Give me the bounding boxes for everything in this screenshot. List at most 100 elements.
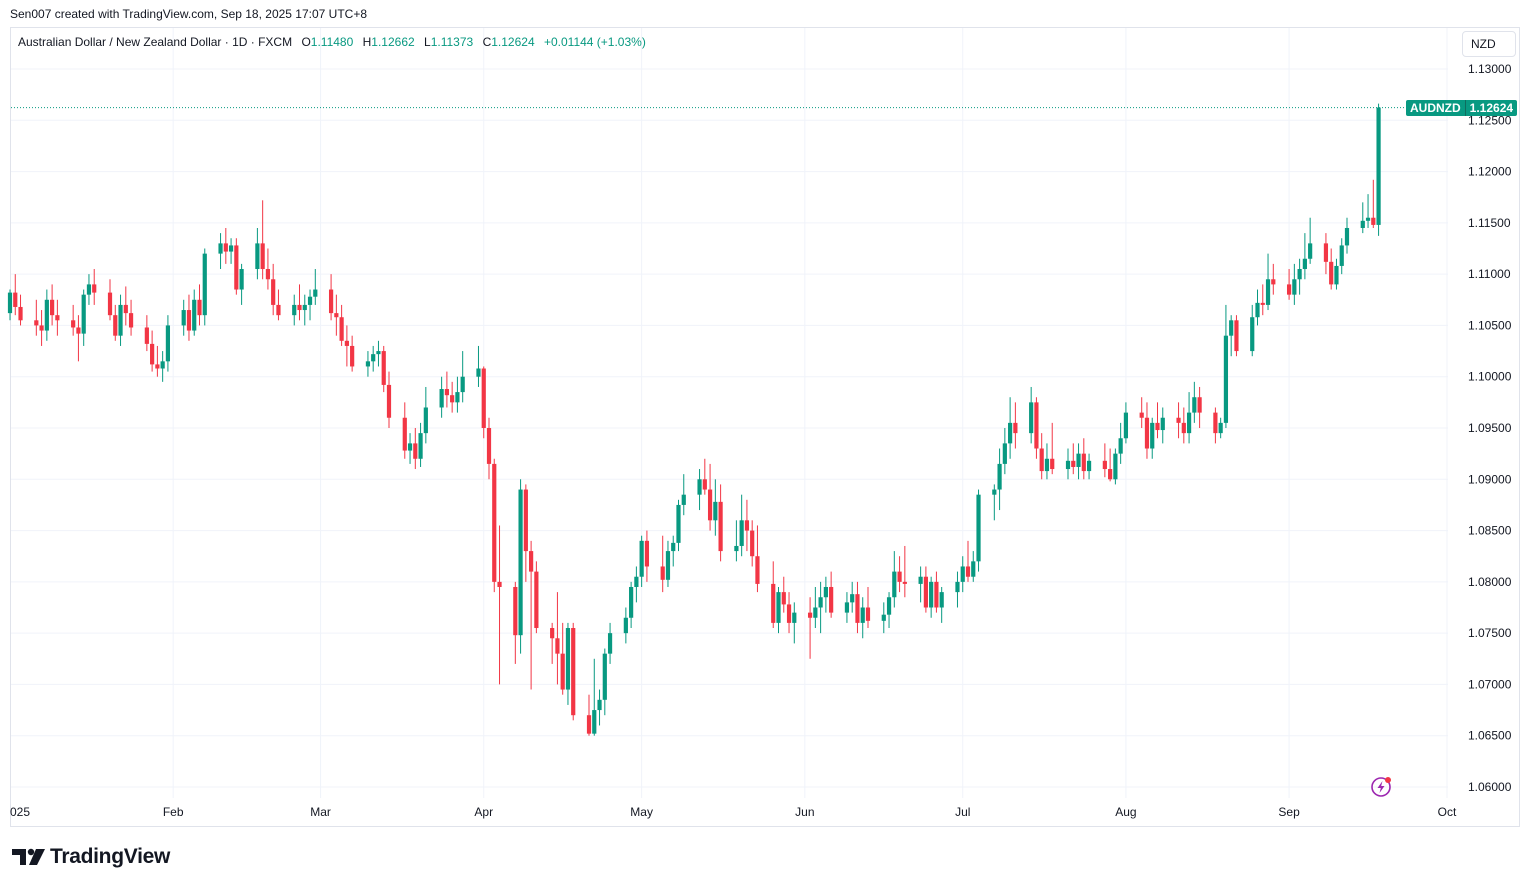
candle-body (1181, 422, 1186, 434)
candle-body (955, 581, 960, 593)
open-value: 1.11480 (310, 35, 354, 49)
candle-body (1139, 412, 1144, 418)
y-tick-label: 1.10500 (1468, 318, 1512, 332)
candle-body (1118, 438, 1123, 454)
candle-body (350, 345, 355, 367)
low-label: L (424, 35, 431, 49)
candle-body (713, 501, 718, 521)
x-tick-label: Jul (955, 805, 970, 819)
candle-body (644, 540, 650, 567)
candle-body (1002, 443, 1007, 464)
currency-selector[interactable]: NZD (1462, 31, 1516, 57)
candle-body (1050, 458, 1055, 470)
candle-body (18, 306, 23, 321)
candle-body (1102, 460, 1107, 470)
x-tick-label: Oct (1438, 805, 1457, 819)
candle-body (534, 571, 539, 629)
x-tick-label: Jun (795, 805, 814, 819)
candle-body (218, 243, 223, 254)
candle-body (960, 566, 965, 582)
candle-body (771, 583, 776, 623)
x-tick-label: Apr (474, 805, 493, 819)
candle-body (829, 586, 834, 613)
candle-body (197, 299, 202, 316)
y-tick-label: 1.10000 (1468, 370, 1512, 384)
candle-body (744, 520, 750, 531)
high-label: H (362, 35, 372, 49)
x-tick-label: Aug (1115, 805, 1136, 819)
candle-body (550, 628, 555, 639)
symbol-name[interactable]: Australian Dollar / New Zealand Dollar ·… (18, 35, 293, 49)
candle-body (1344, 227, 1350, 246)
flash-icon[interactable] (1370, 776, 1392, 798)
symbol-legend: Australian Dollar / New Zealand Dollar ·… (18, 35, 646, 49)
candle-body (34, 320, 39, 326)
candle-body (902, 581, 907, 584)
open-label: O (301, 35, 311, 49)
candle-body (592, 710, 597, 734)
candle-body (339, 317, 344, 341)
candle-body (518, 489, 523, 636)
candle-body (276, 304, 281, 316)
close-value: 1.12624 (491, 35, 535, 49)
candle-body (992, 489, 997, 495)
candle-body (1365, 217, 1371, 221)
candle-body (376, 351, 381, 355)
candle-body (1376, 107, 1381, 225)
candle-body (1297, 269, 1302, 280)
candle-body (697, 479, 702, 495)
candle-body (234, 245, 239, 290)
candle-body (660, 566, 665, 580)
candle-body (302, 304, 307, 311)
candle-body (671, 542, 676, 552)
candle-body (44, 299, 49, 331)
candle-body (597, 699, 602, 711)
candle-body (71, 320, 76, 328)
candle-body (571, 628, 576, 716)
candle-body (807, 612, 813, 618)
candle-body (107, 292, 113, 316)
x-tick-label: 025 (10, 805, 30, 819)
candle-body (860, 607, 865, 623)
candle-body (1008, 422, 1013, 444)
candle-body (1360, 220, 1365, 228)
candle-body (718, 501, 723, 552)
candle-body (307, 296, 313, 305)
candle-body (1292, 279, 1297, 295)
candle-body (1229, 320, 1234, 336)
candle-body (123, 304, 128, 314)
candle-body (939, 592, 944, 608)
candle-body (529, 551, 534, 572)
candle-body (223, 243, 228, 252)
candle-body (92, 284, 97, 293)
candle-body (1223, 335, 1229, 423)
candle-body (155, 364, 160, 369)
candle-body (1265, 279, 1271, 305)
candle-body (260, 243, 265, 270)
candle-body (386, 384, 392, 418)
candle-body (897, 571, 902, 582)
close-label: C (482, 35, 492, 49)
candle-body (118, 304, 123, 336)
y-tick-label: 1.09000 (1468, 472, 1512, 486)
candle-body (371, 354, 376, 362)
candle-body (160, 361, 165, 369)
candle-body (365, 361, 371, 367)
candle-body (702, 479, 707, 490)
candle-body (823, 586, 828, 598)
candle-body (1192, 397, 1197, 413)
brand[interactable]: TradingView (12, 845, 170, 869)
candle-body (13, 292, 18, 307)
candle-body (813, 607, 818, 618)
candle-body (755, 556, 760, 584)
y-tick-label: 1.12500 (1468, 113, 1512, 127)
candle-body (586, 715, 592, 734)
candle-body (781, 592, 786, 605)
candle-body (965, 566, 971, 577)
last-price-tag: AUDNZD 1.12624 (1406, 99, 1518, 116)
candle-body (497, 581, 502, 587)
candle-body (444, 389, 449, 396)
candle-body (413, 443, 418, 459)
candle-body (1286, 284, 1292, 295)
